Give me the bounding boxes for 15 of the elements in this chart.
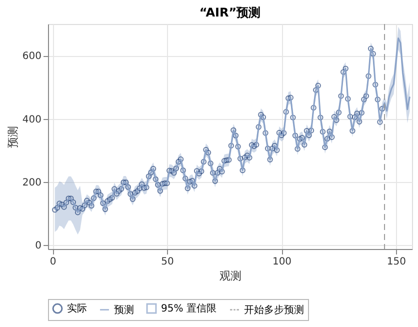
x-tick-label: 0	[50, 256, 56, 268]
x-axis-title: 观测	[220, 270, 242, 282]
legend-label: 实际	[67, 302, 87, 315]
x-tick-label: 100	[272, 256, 292, 268]
text: 95% 置信限	[161, 302, 216, 315]
y-tick-label: 0	[35, 240, 42, 252]
legend-label: 开始多步预测	[244, 304, 304, 316]
y-tick-label: 200	[22, 178, 42, 189]
y-tick-label: 600	[22, 51, 42, 62]
y-axis-title: 预测	[6, 126, 20, 148]
chart-title: “AIR”预测	[199, 6, 261, 20]
x-tick-label: 50	[161, 256, 174, 268]
x-tick-label: 150	[386, 256, 406, 268]
legend-label: 预测	[114, 304, 134, 316]
y-tick-label: 400	[22, 114, 42, 126]
